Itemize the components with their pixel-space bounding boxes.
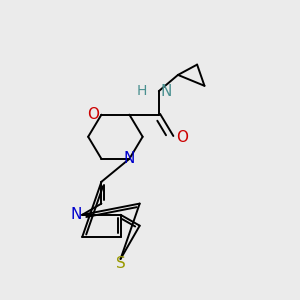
Text: N: N — [70, 207, 82, 222]
Text: N: N — [160, 84, 172, 99]
Text: O: O — [176, 130, 188, 145]
Text: O: O — [88, 107, 100, 122]
Text: S: S — [116, 256, 125, 271]
Text: N: N — [124, 151, 135, 166]
Text: H: H — [137, 84, 147, 98]
